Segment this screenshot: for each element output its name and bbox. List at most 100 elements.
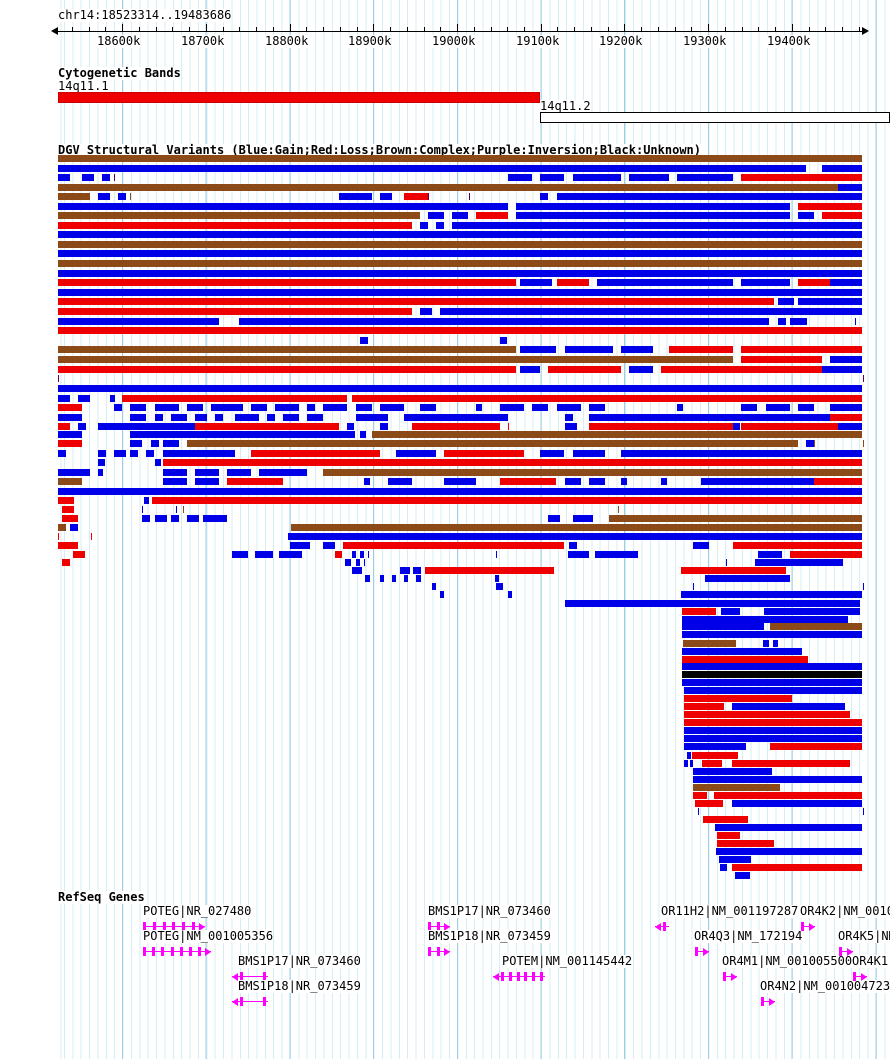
variant-bar[interactable]: [154, 414, 163, 421]
variant-bar[interactable]: [58, 241, 862, 248]
variant-bar[interactable]: [588, 404, 605, 411]
variant-bar[interactable]: [259, 469, 308, 476]
variant-bar[interactable]: [494, 575, 499, 582]
variant-bar[interactable]: [194, 423, 340, 430]
gene-structure[interactable]: [655, 921, 669, 933]
variant-bar[interactable]: [144, 497, 149, 504]
variant-bar[interactable]: [70, 524, 79, 531]
variant-bar[interactable]: [620, 478, 628, 485]
gene-structure[interactable]: [853, 971, 867, 983]
variant-bar[interactable]: [681, 663, 862, 670]
variant-bar[interactable]: [425, 567, 554, 574]
variant-bar[interactable]: [142, 515, 151, 522]
variant-bar[interactable]: [202, 515, 227, 522]
gene-structure[interactable]: [428, 946, 450, 958]
variant-bar[interactable]: [661, 366, 822, 373]
variant-bar[interactable]: [813, 440, 864, 447]
variant-bar[interactable]: [694, 800, 723, 807]
variant-bar[interactable]: [682, 640, 736, 647]
variant-bar[interactable]: [714, 792, 862, 799]
variant-bar[interactable]: [684, 695, 792, 702]
variant-bar[interactable]: [714, 824, 862, 831]
variant-bar[interactable]: [98, 193, 111, 200]
variant-bar[interactable]: [419, 404, 436, 411]
variant-bar[interactable]: [476, 212, 509, 219]
variant-bar[interactable]: [234, 414, 259, 421]
variant-bar[interactable]: [684, 727, 862, 734]
variant-bar[interactable]: [540, 174, 565, 181]
gene-structure[interactable]: [232, 996, 268, 1008]
variant-bar[interactable]: [78, 395, 91, 402]
variant-bar[interactable]: [476, 404, 483, 411]
variant-bar[interactable]: [516, 212, 790, 219]
variant-bar[interactable]: [114, 174, 511, 181]
variant-bar[interactable]: [681, 631, 862, 638]
variant-bar[interactable]: [520, 346, 557, 353]
variant-bar[interactable]: [58, 469, 91, 476]
variant-bar[interactable]: [58, 212, 420, 219]
variant-bar[interactable]: [837, 423, 862, 430]
variant-bar[interactable]: [741, 404, 758, 411]
variant-bar[interactable]: [287, 533, 862, 540]
variant-bar[interactable]: [387, 478, 412, 485]
cytoband-14q11-2[interactable]: [540, 112, 890, 123]
variant-bar[interactable]: [443, 450, 525, 457]
variant-bar[interactable]: [705, 575, 790, 582]
variant-bar[interactable]: [162, 469, 187, 476]
variant-bar[interactable]: [693, 768, 772, 775]
variant-bar[interactable]: [275, 404, 300, 411]
variant-bar[interactable]: [821, 165, 862, 172]
variant-bar[interactable]: [564, 423, 577, 430]
variant-bar[interactable]: [763, 640, 769, 647]
variant-bar[interactable]: [608, 515, 862, 522]
variant-bar[interactable]: [62, 559, 70, 566]
variant-bar[interactable]: [154, 459, 161, 466]
variant-bar[interactable]: [701, 478, 814, 485]
variant-bar[interactable]: [58, 203, 509, 210]
variant-bar[interactable]: [789, 318, 806, 325]
variant-bar[interactable]: [98, 423, 139, 430]
variant-bar[interactable]: [572, 174, 621, 181]
variant-bar[interactable]: [829, 356, 862, 363]
variant-bar[interactable]: [142, 506, 177, 513]
variant-bar[interactable]: [508, 423, 567, 430]
variant-bar[interactable]: [556, 404, 581, 411]
variant-bar[interactable]: [588, 414, 830, 421]
variant-bar[interactable]: [520, 279, 553, 286]
variant-bar[interactable]: [359, 431, 366, 438]
variant-bar[interactable]: [403, 575, 409, 582]
variant-bar[interactable]: [58, 478, 83, 485]
variant-bar[interactable]: [413, 567, 421, 574]
variant-bar[interactable]: [681, 656, 809, 663]
variant-bar[interactable]: [797, 298, 862, 305]
variant-bar[interactable]: [102, 174, 111, 181]
variant-bar[interactable]: [395, 450, 436, 457]
variant-bar[interactable]: [110, 395, 116, 402]
variant-bar[interactable]: [805, 440, 814, 447]
variant-bar[interactable]: [152, 497, 862, 504]
variant-bar[interactable]: [355, 559, 361, 566]
variant-bar[interactable]: [58, 488, 862, 495]
variant-bar[interactable]: [122, 395, 348, 402]
variant-bar[interactable]: [588, 423, 734, 430]
variant-bar[interactable]: [58, 298, 774, 305]
variant-bar[interactable]: [98, 469, 103, 476]
variant-bar[interactable]: [150, 440, 159, 447]
variant-bar[interactable]: [427, 212, 444, 219]
variant-bar[interactable]: [323, 404, 348, 411]
variant-bar[interactable]: [379, 423, 388, 430]
variant-bar[interactable]: [735, 872, 751, 879]
variant-bar[interactable]: [693, 542, 710, 549]
variant-bar[interactable]: [371, 431, 862, 438]
variant-bar[interactable]: [829, 279, 862, 286]
variant-bar[interactable]: [821, 212, 862, 219]
variant-bar[interactable]: [323, 542, 336, 549]
variant-bar[interactable]: [508, 591, 513, 598]
variant-bar[interactable]: [58, 327, 862, 334]
variant-bar[interactable]: [715, 848, 862, 855]
gene-structure[interactable]: [143, 946, 211, 958]
variant-bar[interactable]: [681, 671, 862, 678]
variant-bar[interactable]: [805, 318, 856, 325]
variant-bar[interactable]: [58, 395, 71, 402]
variant-bar[interactable]: [777, 298, 794, 305]
